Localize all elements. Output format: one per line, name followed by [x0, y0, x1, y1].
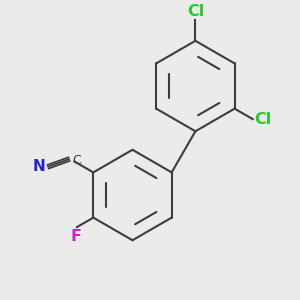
Text: C: C: [72, 154, 81, 167]
Text: N: N: [33, 159, 46, 174]
Text: Cl: Cl: [187, 4, 204, 19]
Text: Cl: Cl: [254, 112, 271, 127]
Text: F: F: [70, 230, 82, 244]
